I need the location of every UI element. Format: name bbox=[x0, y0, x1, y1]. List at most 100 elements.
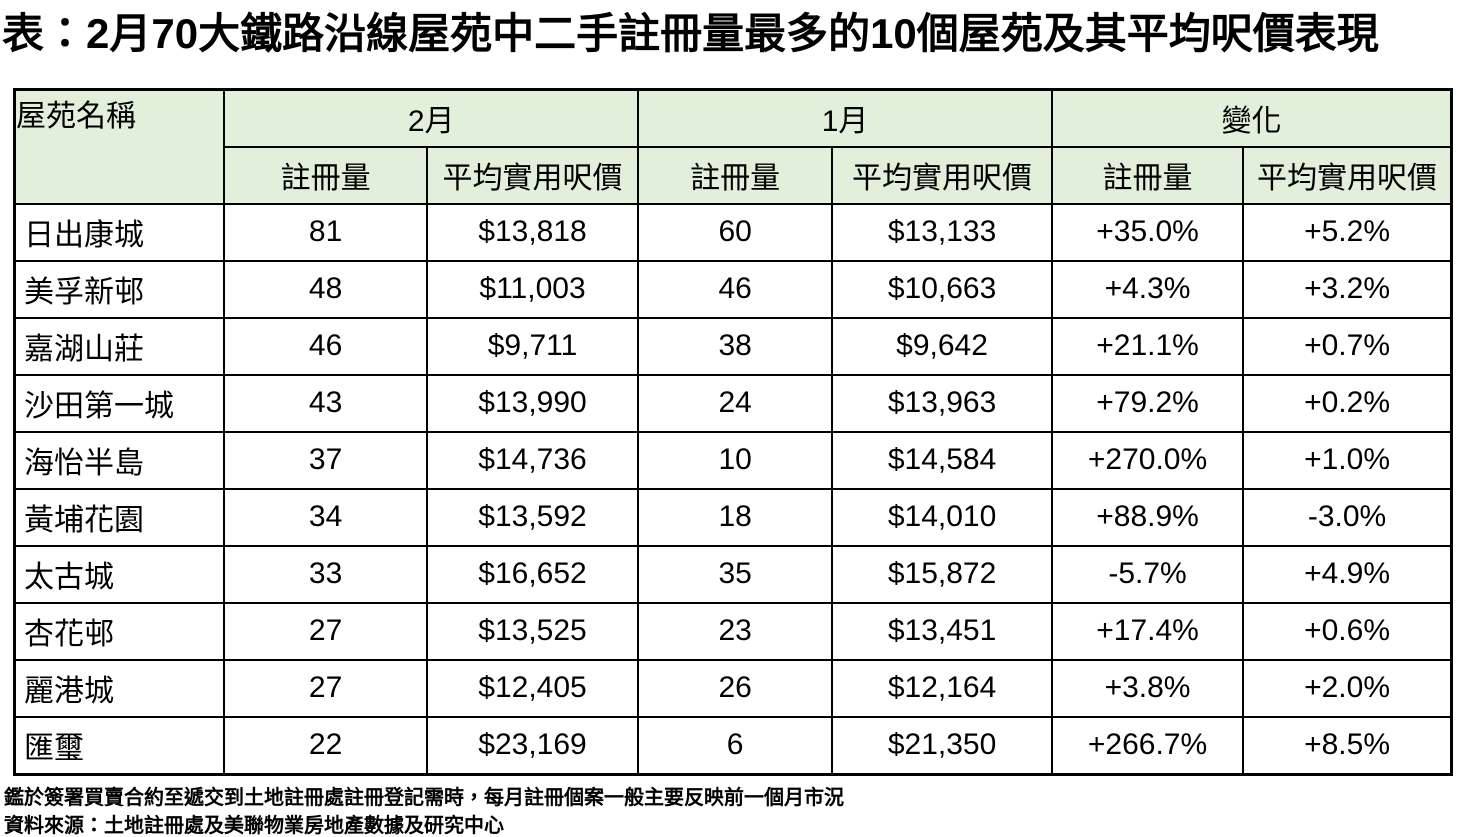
jan-avg-price: $13,963 bbox=[831, 373, 1053, 433]
jan-registrations: 6 bbox=[637, 715, 834, 775]
table-row: 海怡半島 37 $14,736 10 $14,584 +270.0% +1.0% bbox=[13, 430, 1453, 490]
jan-registrations: 24 bbox=[637, 373, 834, 433]
table-row: 日出康城 81 $13,818 60 $13,133 +35.0% +5.2% bbox=[13, 202, 1453, 262]
table-row: 嘉湖山莊 46 $9,711 38 $9,642 +21.1% +0.7% bbox=[13, 316, 1453, 376]
change-registrations: +266.7% bbox=[1050, 715, 1245, 775]
feb-registrations: 46 bbox=[223, 316, 428, 376]
jan-registrations: 23 bbox=[637, 601, 834, 661]
feb-avg-price: $14,736 bbox=[425, 430, 640, 490]
header-change-avg-price: 平均實用呎價 bbox=[1242, 145, 1453, 205]
feb-avg-price: $13,990 bbox=[425, 373, 640, 433]
estate-name: 沙田第一城 bbox=[13, 373, 226, 433]
change-registrations: +21.1% bbox=[1050, 316, 1245, 376]
change-avg-price: +0.6% bbox=[1242, 601, 1453, 661]
header-estate-name: 屋苑名稱 bbox=[13, 88, 226, 205]
change-avg-price: -3.0% bbox=[1242, 487, 1453, 547]
table-row: 杏花邨 27 $13,525 23 $13,451 +17.4% +0.6% bbox=[13, 601, 1453, 661]
change-registrations: +35.0% bbox=[1050, 202, 1245, 262]
change-registrations: +270.0% bbox=[1050, 430, 1245, 490]
header-jan-registrations: 註冊量 bbox=[637, 145, 834, 205]
feb-registrations: 34 bbox=[223, 487, 428, 547]
change-registrations: +17.4% bbox=[1050, 601, 1245, 661]
jan-avg-price: $13,133 bbox=[831, 202, 1053, 262]
jan-registrations: 10 bbox=[637, 430, 834, 490]
estate-name: 麗港城 bbox=[13, 658, 226, 718]
jan-registrations: 26 bbox=[637, 658, 834, 718]
feb-registrations: 37 bbox=[223, 430, 428, 490]
change-registrations: +79.2% bbox=[1050, 373, 1245, 433]
change-avg-price: +3.2% bbox=[1242, 259, 1453, 319]
jan-avg-price: $9,642 bbox=[831, 316, 1053, 376]
estate-price-table: 屋苑名稱 2月 1月 變化 註冊量 平均實用呎價 註冊量 平均實用呎價 註冊量 … bbox=[13, 87, 1453, 776]
feb-avg-price: $13,525 bbox=[425, 601, 640, 661]
estate-name: 太古城 bbox=[13, 544, 226, 604]
change-avg-price: +5.2% bbox=[1242, 202, 1453, 262]
jan-registrations: 35 bbox=[637, 544, 834, 604]
estate-name: 黃埔花園 bbox=[13, 487, 226, 547]
jan-avg-price: $10,663 bbox=[831, 259, 1053, 319]
change-registrations: +4.3% bbox=[1050, 259, 1245, 319]
change-avg-price: +0.7% bbox=[1242, 316, 1453, 376]
header-feb-avg-price: 平均實用呎價 bbox=[425, 145, 640, 205]
feb-avg-price: $13,592 bbox=[425, 487, 640, 547]
jan-avg-price: $14,010 bbox=[831, 487, 1053, 547]
header-group-row: 屋苑名稱 2月 1月 變化 bbox=[13, 88, 1453, 205]
estate-name: 美孚新邨 bbox=[13, 259, 226, 319]
table-row: 匯璽 22 $23,169 6 $21,350 +266.7% +8.5% bbox=[13, 715, 1453, 775]
footnote-source: 資料來源：土地註冊處及美聯物業房地產數據及研究中心 bbox=[4, 814, 504, 837]
header-sub-row: 註冊量 平均實用呎價 註冊量 平均實用呎價 註冊量 平均實用呎價 bbox=[15, 145, 1453, 205]
feb-avg-price: $16,652 bbox=[425, 544, 640, 604]
header-group-change: 變化 bbox=[1050, 88, 1453, 148]
change-avg-price: +0.2% bbox=[1242, 373, 1453, 433]
jan-avg-price: $12,164 bbox=[831, 658, 1053, 718]
feb-registrations: 27 bbox=[223, 658, 428, 718]
feb-avg-price: $23,169 bbox=[425, 715, 640, 775]
estate-name: 日出康城 bbox=[13, 202, 226, 262]
footnotes: 鑑於簽署買賣合約至遞交到土地註冊處註冊登記需時，每月註冊個案一般主要反映前一個月… bbox=[4, 784, 1454, 837]
jan-avg-price: $21,350 bbox=[831, 715, 1053, 775]
change-avg-price: +4.9% bbox=[1242, 544, 1453, 604]
table-header: 屋苑名稱 2月 1月 變化 註冊量 平均實用呎價 註冊量 平均實用呎價 註冊量 … bbox=[13, 88, 1453, 205]
feb-registrations: 33 bbox=[223, 544, 428, 604]
change-avg-price: +8.5% bbox=[1242, 715, 1453, 775]
estate-name: 杏花邨 bbox=[13, 601, 226, 661]
change-registrations: +88.9% bbox=[1050, 487, 1245, 547]
table-row: 沙田第一城 43 $13,990 24 $13,963 +79.2% +0.2% bbox=[13, 373, 1453, 433]
table-row: 黃埔花園 34 $13,592 18 $14,010 +88.9% -3.0% bbox=[13, 487, 1453, 547]
feb-avg-price: $9,711 bbox=[425, 316, 640, 376]
feb-avg-price: $11,003 bbox=[425, 259, 640, 319]
footnote-timing: 鑑於簽署買賣合約至遞交到土地註冊處註冊登記需時，每月註冊個案一般主要反映前一個月… bbox=[4, 786, 844, 809]
header-group-february: 2月 bbox=[223, 88, 640, 148]
header-jan-avg-price: 平均實用呎價 bbox=[831, 145, 1053, 205]
jan-registrations: 46 bbox=[637, 259, 834, 319]
table-body: 日出康城 81 $13,818 60 $13,133 +35.0% +5.2% … bbox=[13, 202, 1453, 775]
feb-registrations: 43 bbox=[223, 373, 428, 433]
feb-avg-price: $13,818 bbox=[425, 202, 640, 262]
table-row: 太古城 33 $16,652 35 $15,872 -5.7% +4.9% bbox=[13, 544, 1453, 604]
feb-registrations: 27 bbox=[223, 601, 428, 661]
feb-registrations: 48 bbox=[223, 259, 428, 319]
header-group-january: 1月 bbox=[637, 88, 1053, 148]
estate-name: 海怡半島 bbox=[13, 430, 226, 490]
jan-registrations: 38 bbox=[637, 316, 834, 376]
change-avg-price: +2.0% bbox=[1242, 658, 1453, 718]
jan-avg-price: $13,451 bbox=[831, 601, 1053, 661]
change-avg-price: +1.0% bbox=[1242, 430, 1453, 490]
table-row: 麗港城 27 $12,405 26 $12,164 +3.8% +2.0% bbox=[13, 658, 1453, 718]
header-feb-registrations: 註冊量 bbox=[223, 145, 428, 205]
table-title: 表：2月70大鐵路沿線屋苑中二手註冊量最多的10個屋苑及其平均呎價表現 bbox=[2, 10, 1379, 57]
table-row: 美孚新邨 48 $11,003 46 $10,663 +4.3% +3.2% bbox=[13, 259, 1453, 319]
change-registrations: -5.7% bbox=[1050, 544, 1245, 604]
feb-registrations: 22 bbox=[223, 715, 428, 775]
change-registrations: +3.8% bbox=[1050, 658, 1245, 718]
feb-avg-price: $12,405 bbox=[425, 658, 640, 718]
estate-name: 嘉湖山莊 bbox=[13, 316, 226, 376]
jan-avg-price: $14,584 bbox=[831, 430, 1053, 490]
jan-avg-price: $15,872 bbox=[831, 544, 1053, 604]
jan-registrations: 60 bbox=[637, 202, 834, 262]
header-change-registrations: 註冊量 bbox=[1050, 145, 1245, 205]
feb-registrations: 81 bbox=[223, 202, 428, 262]
jan-registrations: 18 bbox=[637, 487, 834, 547]
estate-name: 匯璽 bbox=[13, 715, 226, 775]
